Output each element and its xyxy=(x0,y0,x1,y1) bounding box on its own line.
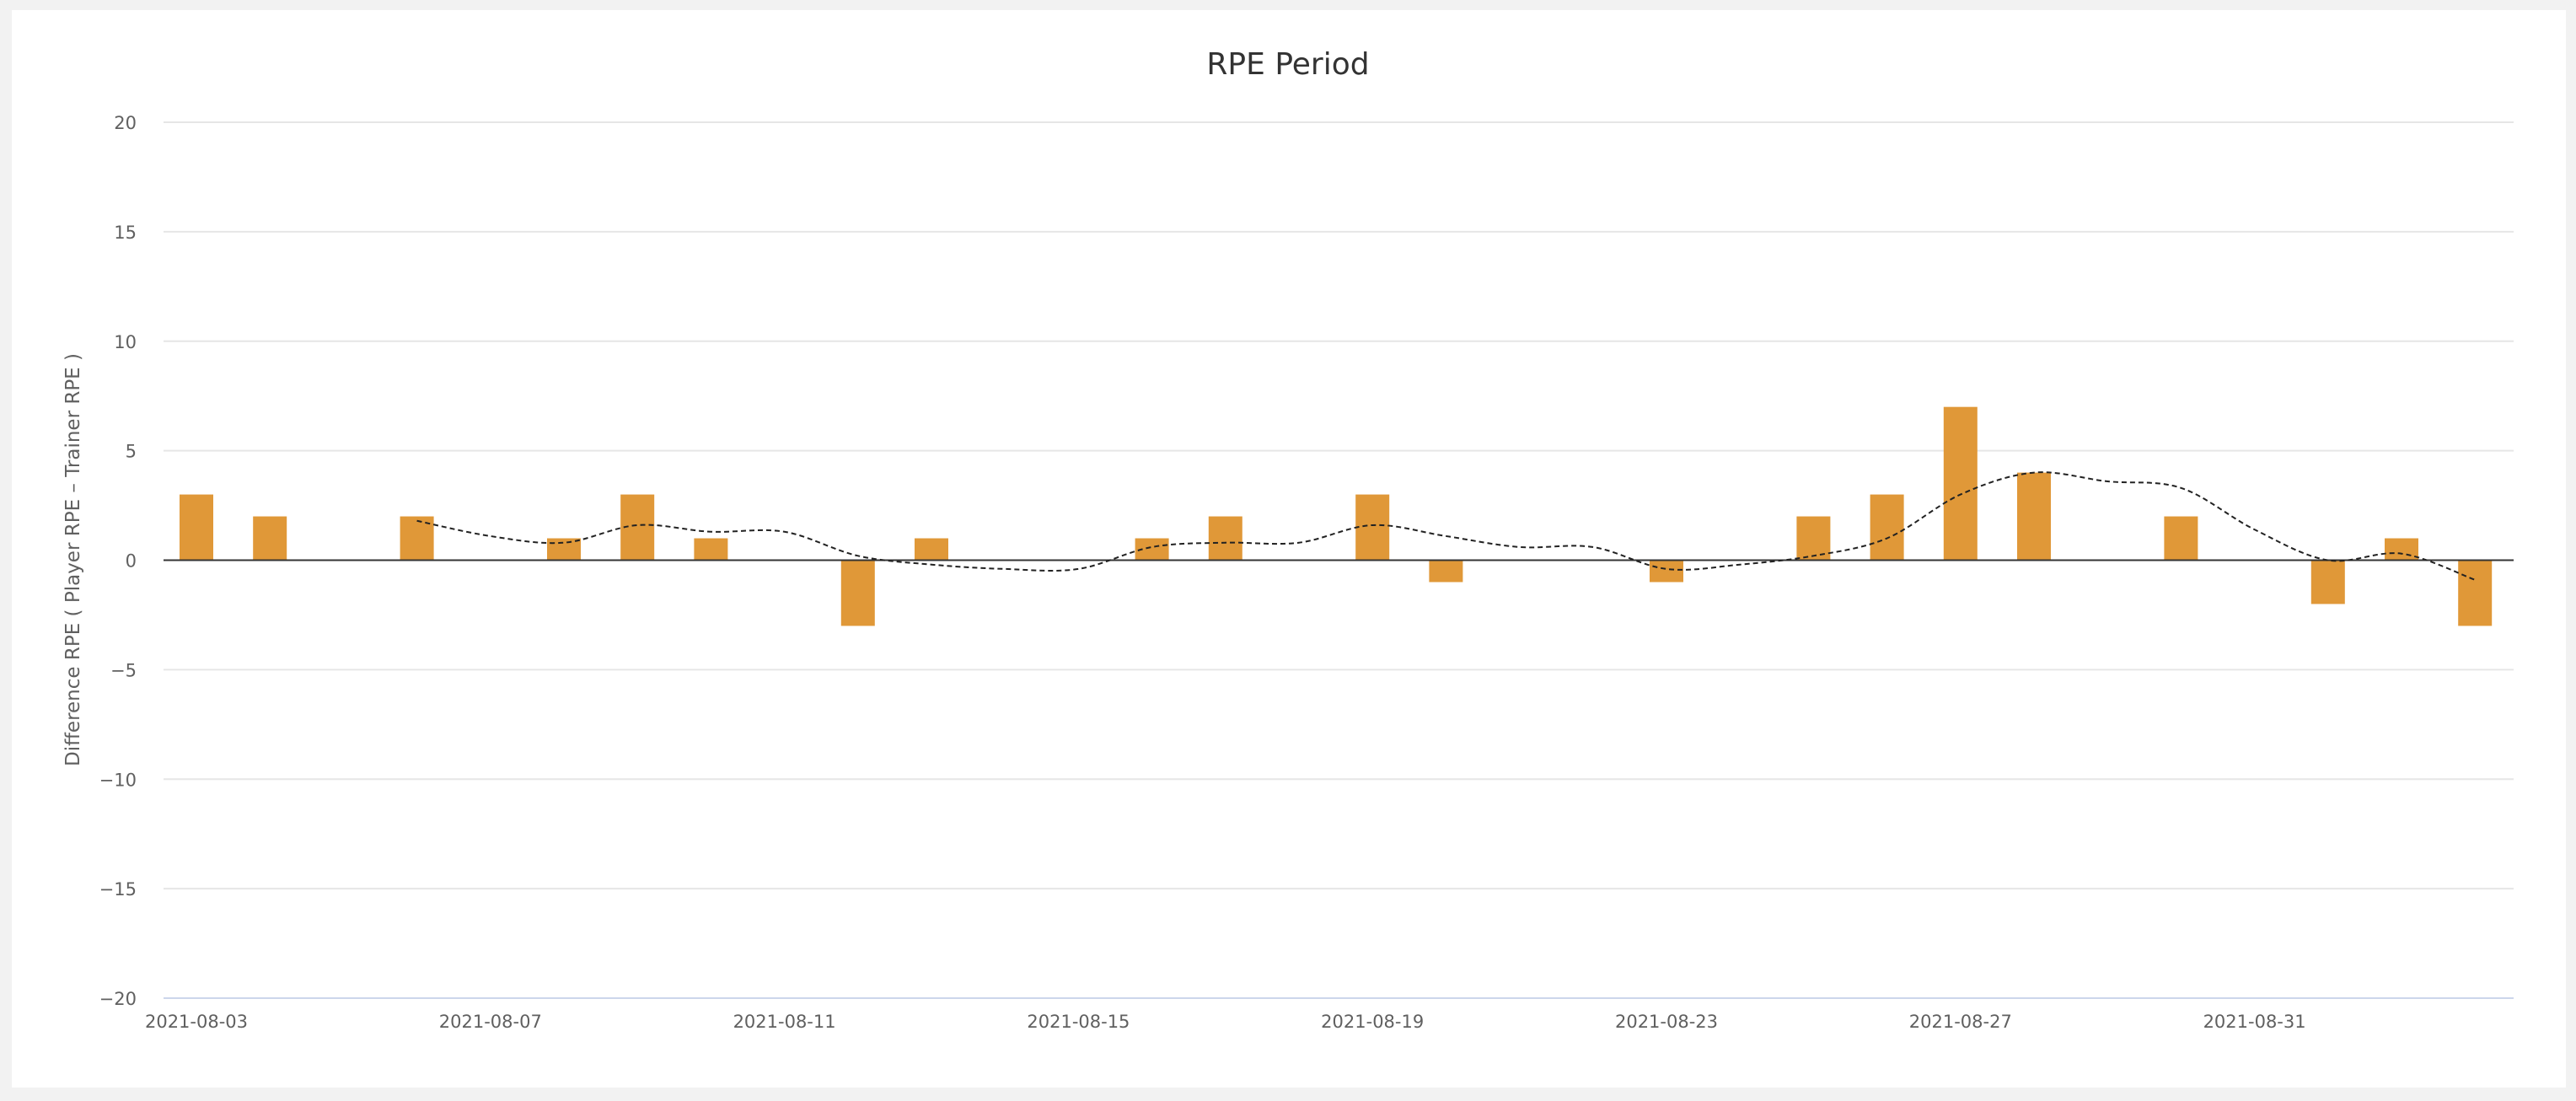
bar[interactable] xyxy=(547,538,581,561)
y-tick-label: 5 xyxy=(126,442,137,462)
bar[interactable] xyxy=(1429,560,1463,583)
x-tick-label: 2021-08-19 xyxy=(1321,1012,1424,1032)
x-tick-label: 2021-08-07 xyxy=(439,1012,542,1032)
bar[interactable] xyxy=(2385,538,2418,561)
y-axis-ticks: 20 15 10 5 0 −5 −10 −15 −20 xyxy=(99,113,137,1009)
grid-lines xyxy=(164,121,2514,890)
bar[interactable] xyxy=(1355,494,1390,561)
y-axis-label: Difference RPE ( Player RPE – Trainer RP… xyxy=(62,353,84,766)
y-tick-label: 15 xyxy=(114,223,137,243)
x-tick-label: 2021-08-27 xyxy=(1909,1012,2012,1032)
bar[interactable] xyxy=(2164,516,2198,561)
y-tick-label: −15 xyxy=(99,879,137,900)
x-tick-label: 2021-08-03 xyxy=(145,1012,248,1032)
bar[interactable] xyxy=(180,494,213,561)
y-tick-label: −20 xyxy=(99,989,137,1009)
bar[interactable] xyxy=(1796,516,1831,561)
chart-container: RPE Period Difference RPE ( Player RPE –… xyxy=(12,10,2566,1088)
x-tick-label: 2021-08-31 xyxy=(2203,1012,2306,1032)
bar[interactable] xyxy=(1943,406,1978,561)
trend-line xyxy=(416,471,2476,581)
y-tick-label: −5 xyxy=(110,660,137,680)
rpe-period-chart: RPE Period Difference RPE ( Player RPE –… xyxy=(62,47,2514,1032)
y-tick-label: −10 xyxy=(99,770,137,790)
bar-series xyxy=(180,406,2493,626)
bar[interactable] xyxy=(915,538,948,561)
x-tick-label: 2021-08-15 xyxy=(1027,1012,1130,1032)
bar[interactable] xyxy=(2458,560,2493,626)
bar[interactable] xyxy=(1650,560,1683,583)
x-tick-label: 2021-08-23 xyxy=(1615,1012,1718,1032)
bar[interactable] xyxy=(253,516,287,561)
bar[interactable] xyxy=(1870,494,1904,561)
bar[interactable] xyxy=(2017,472,2051,561)
bar[interactable] xyxy=(694,538,728,561)
bar[interactable] xyxy=(1208,516,1242,561)
y-tick-label: 10 xyxy=(114,332,137,352)
y-tick-label: 0 xyxy=(126,551,137,572)
chart-title: RPE Period xyxy=(1206,47,1369,82)
x-axis-ticks: 2021-08-03 2021-08-07 2021-08-11 2021-08-15… xyxy=(145,1012,2306,1032)
y-tick-label: 20 xyxy=(114,113,137,133)
bar[interactable] xyxy=(840,560,875,626)
x-tick-label: 2021-08-11 xyxy=(733,1012,836,1032)
bar[interactable] xyxy=(2310,560,2345,604)
